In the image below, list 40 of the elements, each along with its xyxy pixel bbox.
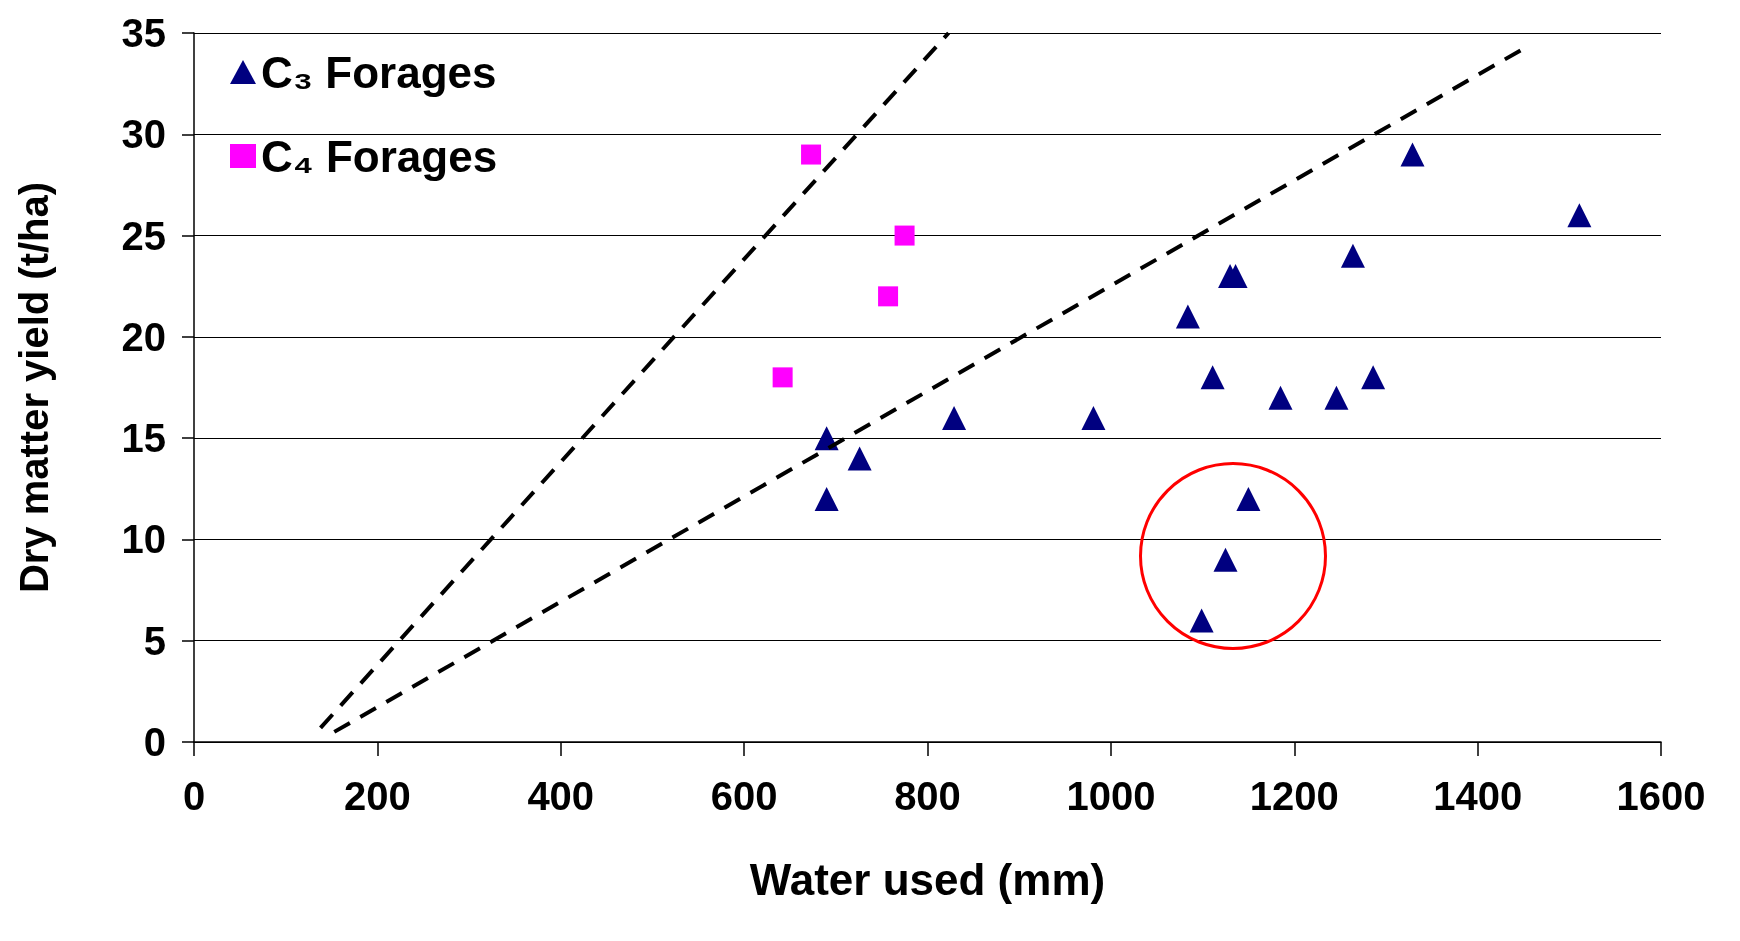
x-tick-label: 1600 [1616,774,1706,818]
x-tick-label: 200 [344,774,411,818]
y-tick-label: 25 [121,213,166,258]
point [894,225,915,246]
point [942,405,967,430]
point [1400,142,1425,167]
point [1361,365,1386,390]
y-tick-label: 20 [121,314,166,359]
x-tick-label: 1200 [1249,774,1339,818]
point [772,367,793,388]
point [1567,203,1592,228]
legend-label: C₄ Forages [261,131,498,181]
point [1081,405,1106,430]
point [1324,385,1349,410]
point [1175,304,1200,329]
y-tick-label: 10 [121,517,166,562]
point [1340,243,1365,268]
y-tick-label: 35 [121,11,166,55]
y-tick-label: 5 [143,618,166,663]
x-tick-label: 600 [710,774,778,818]
point [814,486,839,511]
x-tick-label: 1400 [1433,774,1523,818]
point [1189,608,1214,633]
point [1213,547,1238,572]
point [878,286,899,307]
x-tick-label: 800 [894,774,961,818]
y-tick-label: 30 [121,112,166,157]
legend-label: C₃ Forages [261,47,497,97]
x-axis-title: Water used (mm) [749,854,1106,904]
point [847,446,872,471]
point [1200,365,1225,390]
point [1236,486,1261,511]
x-tick-label: 0 [182,774,206,818]
y-axis-title: Dry matter yield (t/ha) [12,181,56,594]
x-tick-label: 400 [527,774,595,818]
point [801,144,822,165]
y-tick-label: 0 [143,720,166,764]
point [1268,385,1293,410]
y-tick-label: 15 [121,416,166,461]
x-tick-label: 1000 [1066,774,1156,818]
